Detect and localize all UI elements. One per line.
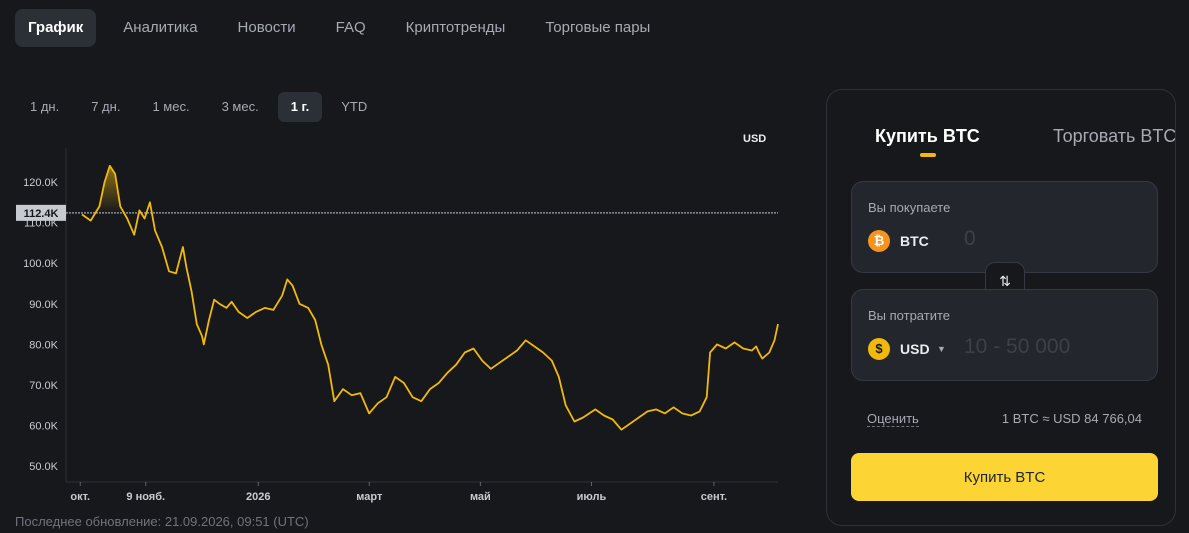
price-line (81, 164, 779, 431)
time-range-selector: 1 дн. 7 дн. 1 мес. 3 мес. 1 г. YTD (17, 92, 386, 122)
y-tick-label: 90.0K (29, 299, 58, 311)
top-tabs: График Аналитика Новости FAQ Криптотренд… (15, 9, 677, 47)
range-1m[interactable]: 1 мес. (152, 99, 190, 114)
current-price-badge (16, 204, 66, 221)
x-tick-label: 9 нояб. (126, 491, 165, 503)
receive-amount-input[interactable] (964, 227, 1144, 251)
chart-currency-label: USD (743, 133, 767, 145)
estimate-link[interactable]: Оценить (867, 411, 919, 427)
current-price-label: 112.4K (24, 208, 59, 220)
receive-label: Вы покупаете (868, 200, 951, 215)
y-tick-label: 60.0K (29, 421, 58, 433)
y-tick-label: 120.0K (23, 177, 59, 189)
spend-amount-input[interactable] (964, 335, 1144, 359)
x-tick-label: сент. (701, 491, 727, 503)
x-tick-label: май (470, 491, 491, 503)
range-1d[interactable]: 1 дн. (30, 99, 60, 114)
buy-panel: Купить BTC Торговать BTC Вы покупаете ₿ … (826, 89, 1176, 526)
x-tick-label: окт. (70, 491, 90, 503)
last-updated-text: Последнее обновление: 21.09.2026, 09:51 … (15, 514, 309, 529)
x-tick-label: июль (577, 491, 607, 503)
exchange-rate-text: 1 BTC ≈ USD 84 766,04 (1001, 411, 1142, 426)
price-chart[interactable]: 120.0K110.0K100.0K90.0K80.0K70.0K60.0K50… (0, 140, 790, 510)
dollar-icon: $ (868, 338, 890, 360)
buy-btc-button[interactable]: Купить BTC (851, 453, 1158, 501)
x-tick-label: март (356, 491, 383, 503)
bitcoin-icon: ₿ (868, 230, 890, 252)
y-tick-label: 50.0K (29, 461, 58, 473)
receive-box: Вы покупаете ₿ BTC (851, 181, 1158, 273)
x-tick-label: 2026 (246, 491, 270, 503)
range-1y[interactable]: 1 г. (277, 92, 323, 122)
range-ytd[interactable]: YTD (341, 99, 368, 114)
tab-chart[interactable]: График (15, 9, 97, 47)
y-tick-label: 100.0K (23, 258, 59, 270)
tab-news[interactable]: Новости (237, 19, 296, 36)
price-area-above-reference (82, 165, 121, 213)
active-tab-indicator (920, 153, 936, 157)
y-tick-label: 80.0K (29, 339, 58, 351)
spend-label: Вы потратите (868, 308, 950, 323)
range-7d[interactable]: 7 дн. (91, 99, 121, 114)
spend-currency-select[interactable]: USD (900, 341, 930, 357)
tab-buy-btc[interactable]: Купить BTC (875, 126, 980, 146)
tab-analytics[interactable]: Аналитика (123, 19, 198, 36)
chevron-down-icon[interactable]: ▼ (937, 344, 946, 354)
tab-faq[interactable]: FAQ (335, 19, 366, 36)
tab-trade-btc[interactable]: Торговать BTC (1053, 126, 1175, 146)
tab-crypto-trends[interactable]: Криптотренды (405, 19, 506, 36)
y-tick-label: 70.0K (29, 380, 58, 392)
panel-tabs: Купить BTC Торговать BTC (827, 126, 1175, 160)
spend-box: Вы потратите $ USD ▼ (851, 289, 1158, 381)
receive-currency[interactable]: BTC (900, 233, 929, 249)
tab-trading-pairs[interactable]: Торговые пары (545, 19, 651, 36)
range-3m[interactable]: 3 мес. (221, 99, 259, 114)
